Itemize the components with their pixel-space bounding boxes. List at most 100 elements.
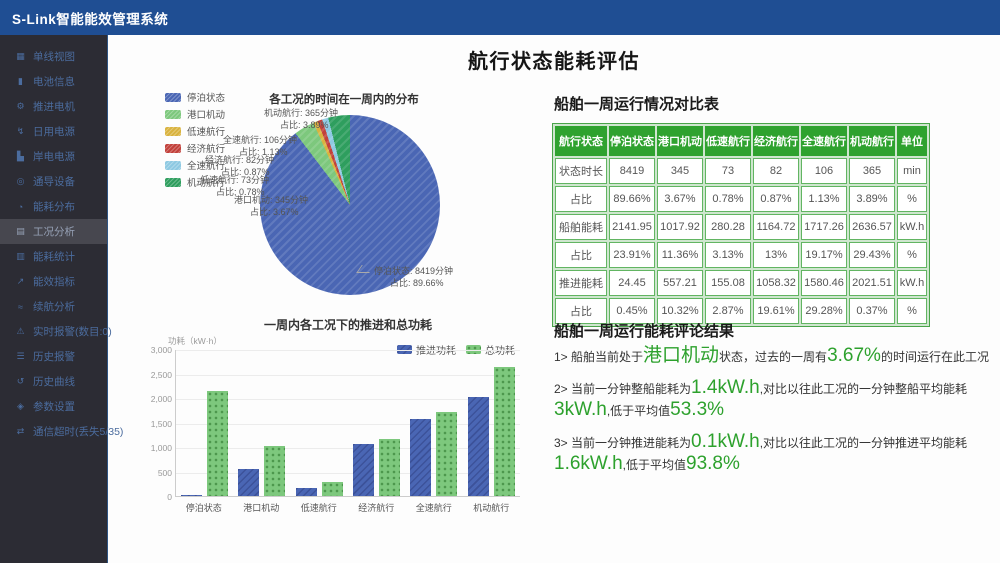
table-cell: 2141.95 bbox=[609, 214, 655, 240]
legend-swatch bbox=[165, 160, 181, 170]
bar-groups bbox=[176, 350, 520, 496]
bar-group bbox=[233, 350, 290, 496]
bar-总功耗 bbox=[379, 438, 401, 496]
sidebar-item-propulsion-motor[interactable]: ⚙ 推进电机 bbox=[0, 94, 107, 119]
parameter-settings-icon: ◈ bbox=[17, 401, 24, 411]
column-header: 港口机动 bbox=[657, 126, 703, 156]
sidebar-item-energy-distribution[interactable]: ◔ 能耗分布 bbox=[0, 194, 107, 219]
y-axis-tick-label: 0 bbox=[167, 492, 172, 502]
legend-label: 停泊状态 bbox=[187, 93, 226, 104]
bar-chart: 0 500 1,000 1,500 2,000 2,500 3,000 bbox=[151, 345, 520, 502]
table-cell: kW.h bbox=[897, 270, 927, 296]
sidebar-item-label: 能耗分布 bbox=[33, 201, 75, 213]
table-cell: 89.66% bbox=[609, 186, 655, 212]
single-line-view-icon: ▦ bbox=[16, 51, 25, 61]
table-cell: 23.91% bbox=[609, 242, 655, 268]
table-cell: 3.13% bbox=[705, 242, 751, 268]
pie-legend-item: 港口机动 bbox=[165, 109, 225, 121]
evaluation-item: 1> 船舶当前处于港口机动状态，过去的一周有3.67%的时间运行在此工况 bbox=[554, 346, 1000, 369]
evaluation-text: ,低于平均值 bbox=[606, 404, 671, 419]
pie-label-ratio: 占比: 89.66% bbox=[390, 278, 444, 288]
sidebar-item-endurance-analysis[interactable]: ≈ 续航分析 bbox=[0, 294, 107, 319]
app-title: S-Link智能能效管理系统 bbox=[12, 11, 169, 27]
evaluation-items: 1> 船舶当前处于港口机动状态，过去的一周有3.67%的时间运行在此工况 2> 当… bbox=[554, 346, 1000, 486]
pie-data-label: 全速航行: 106分钟 占比: 1.13% bbox=[223, 134, 297, 158]
sidebar-item-label: 历史曲线 bbox=[33, 376, 75, 388]
column-header: 全速航行 bbox=[801, 126, 847, 156]
column-header: 停泊状态 bbox=[609, 126, 655, 156]
pie-legend: 停泊状态 港口机动 低速航行 经济航行 全速航行 机动航行 bbox=[165, 92, 226, 189]
evaluation-highlight: 1.6kW.h bbox=[554, 453, 623, 475]
bar-chart-y-axis-label: 功耗（kW·h） bbox=[168, 336, 222, 346]
evaluation-text: ,低于平均值 bbox=[622, 458, 686, 473]
pie-label-ratio: 占比: 3.67% bbox=[250, 207, 299, 217]
sidebar-item-history-alarm[interactable]: ☰ 历史报警 bbox=[0, 344, 107, 369]
table-cell: 0.45% bbox=[609, 298, 655, 324]
sidebar: ▦ 单线视图 ▮ 电池信息 ⚙ 推进电机 ↯ 日用电源 ▙ 岸电电源 ◎ 通导设备 ◔ 能耗分布 ▤ 工况分析… bbox=[0, 35, 124, 563]
evaluation-highlight: 港口机动 bbox=[643, 345, 720, 366]
table-cell: 13% bbox=[753, 242, 799, 268]
table-cell: 3.89% bbox=[849, 186, 895, 212]
pie-label-ratio: 占比: 0.87% bbox=[221, 167, 270, 177]
table-cell: 106 bbox=[801, 158, 847, 184]
sidebar-item-label: 通信超时(丢失5/35) bbox=[33, 426, 124, 438]
energy-statistics-icon: ▥ bbox=[16, 251, 25, 261]
table-row: 船舶能耗 2141.95 1017.92 280.28 1164.72 1717.26 26… bbox=[555, 214, 927, 240]
x-axis-category-label: 机动航行 bbox=[473, 503, 510, 513]
pie-label-ratio: 占比: 0.78% bbox=[216, 187, 265, 197]
table-cell: 0.87% bbox=[753, 186, 799, 212]
table-cell: 8419 bbox=[609, 158, 655, 184]
sidebar-item-parameter-settings[interactable]: ◈ 参数设置 bbox=[0, 394, 107, 419]
pie-label-ratio: 占比: 3.89% bbox=[280, 120, 329, 130]
table-title: 船舶一周运行情况对比表 bbox=[554, 96, 720, 113]
sidebar-item-battery-info[interactable]: ▮ 电池信息 bbox=[0, 69, 107, 94]
sidebar-item-comm-timeout[interactable]: ⇄ 通信超时(丢失5/35) bbox=[0, 419, 124, 444]
legend-label: 经济航行 bbox=[187, 144, 226, 155]
table-cell: 3.67% bbox=[657, 186, 703, 212]
x-axis-category-label: 停泊状态 bbox=[185, 503, 222, 513]
sidebar-item-nav-comm-devices[interactable]: ◎ 通导设备 bbox=[0, 169, 107, 194]
history-curve-icon: ↺ bbox=[16, 376, 25, 386]
sidebar-item-energy-efficiency-index[interactable]: ↗ 能效指标 bbox=[0, 269, 107, 294]
legend-swatch bbox=[165, 126, 181, 136]
energy-efficiency-index-icon: ↗ bbox=[16, 276, 25, 286]
main-content: 航行状态能耗评估 各工况的时间在一周内的分布 停泊状态 港口机动 低速航行 经济航行全… bbox=[108, 35, 1000, 563]
bar-推进功耗 bbox=[181, 494, 203, 496]
sidebar-item-daily-power[interactable]: ↯ 日用电源 bbox=[0, 119, 107, 144]
sidebar-item-label: 日用电源 bbox=[33, 126, 75, 138]
table-cell: % bbox=[897, 298, 927, 324]
legend-swatch bbox=[165, 177, 181, 187]
y-axis-tick-label: 2,000 bbox=[150, 394, 172, 404]
bar-legend-item: 总功耗 bbox=[466, 342, 515, 357]
sidebar-item-realtime-alarm[interactable]: ⚠ 实时报警(数目:0) bbox=[0, 319, 111, 344]
y-axis-tick-label: 1,000 bbox=[150, 443, 172, 453]
gridline bbox=[176, 350, 520, 351]
evaluation-text: ,对比以往此工况的一分钟整船平均能耗 bbox=[759, 381, 968, 396]
table-cell: 29.43% bbox=[849, 242, 895, 268]
page-title: 航行状态能耗评估 bbox=[468, 51, 640, 73]
sidebar-item-shore-power[interactable]: ▙ 岸电电源 bbox=[0, 144, 107, 169]
sidebar-item-single-line-view[interactable]: ▦ 单线视图 bbox=[0, 44, 107, 69]
table-cell: 73 bbox=[705, 158, 751, 184]
table-cell: min bbox=[897, 158, 927, 184]
pie-label-name-value: 机动航行: 365分钟 bbox=[264, 108, 339, 118]
table-cell: % bbox=[897, 186, 927, 212]
evaluation-text: 的时间运行在此工况 bbox=[880, 350, 989, 364]
sidebar-item-condition-analysis[interactable]: ▤ 工况分析 bbox=[0, 219, 107, 244]
bar-推进功耗 bbox=[467, 396, 489, 496]
legend-label: 全速航行 bbox=[187, 161, 226, 172]
table-cell: 345 bbox=[657, 158, 703, 184]
pie-label-name-value: 经济航行: 82分钟 bbox=[205, 155, 275, 165]
table-row: 占比 23.91% 11.36% 3.13% 13% 19.17% 29.43%% bbox=[555, 242, 927, 268]
pie-label-name-value: 全速航行: 106分钟 bbox=[223, 135, 298, 145]
y-axis-tick-label: 2,500 bbox=[150, 369, 172, 380]
table-cell: 占比 bbox=[555, 186, 607, 212]
evaluation-text: 3> 当前一分钟推进能耗为 bbox=[554, 435, 692, 450]
pie-chart-title: 各工况的时间在一周内的分布 bbox=[269, 94, 419, 106]
table-cell: kW.h bbox=[897, 214, 927, 240]
sidebar-item-history-curve[interactable]: ↺ 历史曲线 bbox=[0, 369, 107, 394]
table-cell: 24.45 bbox=[609, 270, 655, 296]
evaluation-highlight: 53.3% bbox=[670, 399, 725, 421]
sidebar-item-energy-statistics[interactable]: ▥ 能耗统计 bbox=[0, 244, 107, 269]
realtime-alarm-icon: ⚠ bbox=[16, 326, 25, 336]
